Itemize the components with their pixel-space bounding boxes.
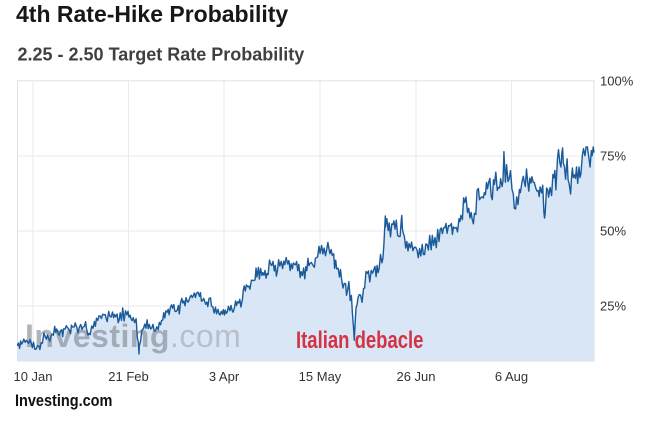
- svg-text:Italian debacle: Italian debacle: [296, 325, 423, 353]
- svg-text:50%: 50%: [600, 224, 626, 239]
- svg-text:Investing.com: Investing.com: [15, 392, 112, 410]
- svg-text:21 Feb: 21 Feb: [108, 369, 148, 384]
- svg-text:15 May: 15 May: [299, 369, 342, 384]
- svg-text:4th Rate-Hike Probability: 4th Rate-Hike Probability: [16, 1, 288, 27]
- svg-text:3 Apr: 3 Apr: [209, 369, 240, 384]
- svg-text:25%: 25%: [600, 299, 626, 314]
- svg-text:6 Aug: 6 Aug: [495, 369, 528, 384]
- svg-text:10 Jan: 10 Jan: [13, 369, 52, 384]
- svg-text:100%: 100%: [600, 74, 634, 89]
- svg-text:2.25 - 2.50 Target Rate Probab: 2.25 - 2.50 Target Rate Probability: [18, 45, 305, 65]
- svg-text:75%: 75%: [600, 149, 626, 164]
- svg-text:26 Jun: 26 Jun: [396, 369, 435, 384]
- svg-text:Investing.com: Investing.com: [25, 318, 241, 354]
